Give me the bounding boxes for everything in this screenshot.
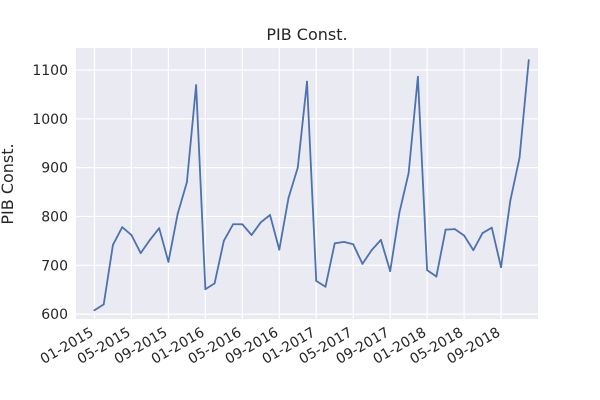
data-point bbox=[278, 248, 281, 251]
data-point bbox=[370, 249, 373, 252]
data-point bbox=[472, 249, 475, 252]
data-point bbox=[343, 240, 345, 243]
data-point bbox=[463, 234, 465, 237]
data-point bbox=[232, 223, 234, 226]
y-tick-label: 700 bbox=[41, 258, 68, 274]
data-point bbox=[121, 226, 124, 229]
chart-title: PIB Const. bbox=[266, 25, 347, 44]
y-tick-label: 1100 bbox=[32, 63, 68, 79]
data-point bbox=[222, 239, 225, 242]
data-point bbox=[333, 242, 336, 245]
data-point bbox=[389, 270, 392, 273]
data-point bbox=[416, 75, 419, 78]
data-point bbox=[241, 223, 244, 226]
data-point bbox=[444, 228, 447, 231]
data-point bbox=[509, 199, 512, 202]
y-tick-label: 600 bbox=[41, 307, 68, 323]
y-tick-label: 1000 bbox=[32, 112, 68, 128]
data-point bbox=[176, 213, 179, 215]
data-point bbox=[149, 238, 151, 241]
data-point bbox=[250, 234, 253, 236]
data-point bbox=[435, 275, 438, 278]
data-point bbox=[518, 156, 521, 159]
y-tick-label: 900 bbox=[41, 161, 68, 177]
data-point bbox=[324, 285, 327, 288]
data-point bbox=[167, 260, 170, 263]
data-point bbox=[287, 197, 290, 199]
data-point bbox=[527, 59, 530, 62]
data-point bbox=[130, 234, 133, 236]
y-axis-label: PIB Const. bbox=[0, 143, 17, 224]
data-point bbox=[195, 84, 198, 87]
series-line bbox=[93, 59, 530, 312]
data-point bbox=[453, 228, 456, 231]
data-point bbox=[259, 221, 262, 224]
data-point bbox=[185, 181, 188, 184]
y-tick-label: 800 bbox=[41, 209, 68, 225]
data-point bbox=[315, 280, 318, 282]
data-point bbox=[213, 282, 216, 285]
data-point bbox=[296, 166, 299, 169]
data-point bbox=[112, 243, 114, 246]
data-point bbox=[481, 232, 484, 234]
data-point bbox=[102, 303, 105, 306]
data-point bbox=[426, 269, 429, 272]
data-point bbox=[269, 214, 271, 216]
data-point bbox=[398, 211, 401, 214]
data-point bbox=[407, 172, 410, 174]
grid bbox=[76, 48, 538, 319]
x-axis-ticks: 01-201505-201509-201501-201605-201609-20… bbox=[38, 325, 503, 368]
data-point bbox=[352, 243, 355, 246]
data-point bbox=[500, 266, 502, 269]
data-point bbox=[306, 80, 308, 83]
data-point bbox=[490, 226, 493, 229]
y-axis-ticks: 600 700 800 900 1000 1100 bbox=[32, 63, 68, 323]
data-point bbox=[139, 252, 142, 254]
data-point bbox=[380, 238, 382, 241]
data-point bbox=[204, 288, 207, 291]
series-layer bbox=[93, 59, 530, 312]
data-point bbox=[361, 262, 364, 265]
data-point bbox=[93, 309, 96, 312]
data-point bbox=[158, 227, 161, 230]
